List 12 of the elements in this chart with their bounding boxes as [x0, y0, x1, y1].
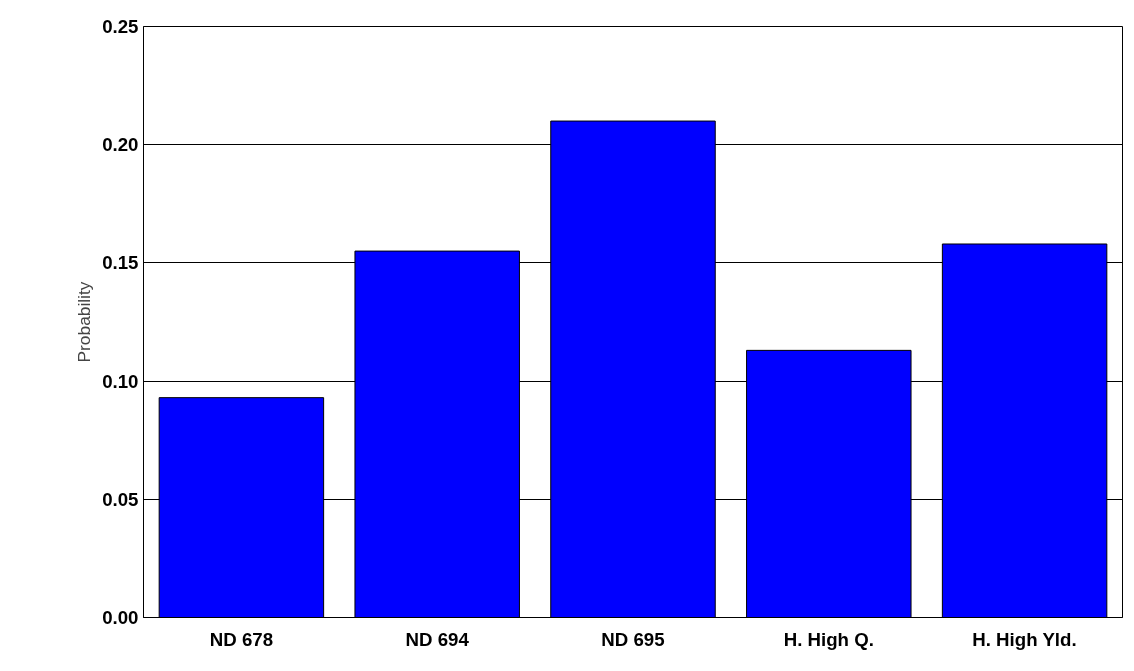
x-tick-label: H. High Yld.: [972, 628, 1077, 650]
y-tick-label: 0.00: [102, 607, 139, 628]
x-tick-label: ND 694: [405, 628, 470, 650]
x-tick-label: ND 678: [209, 628, 274, 650]
y-tick-label: 0.15: [102, 252, 139, 274]
x-tick-label: ND 695: [601, 628, 665, 650]
y-tick-label: 0.05: [102, 488, 139, 510]
y-tick-label: 0.25: [102, 16, 139, 37]
y-axis-title: Probability: [74, 281, 95, 363]
x-tick-label: H. High Q.: [783, 628, 874, 650]
y-tick-label: 0.10: [102, 370, 139, 392]
y-tick-label: 0.20: [102, 134, 139, 156]
